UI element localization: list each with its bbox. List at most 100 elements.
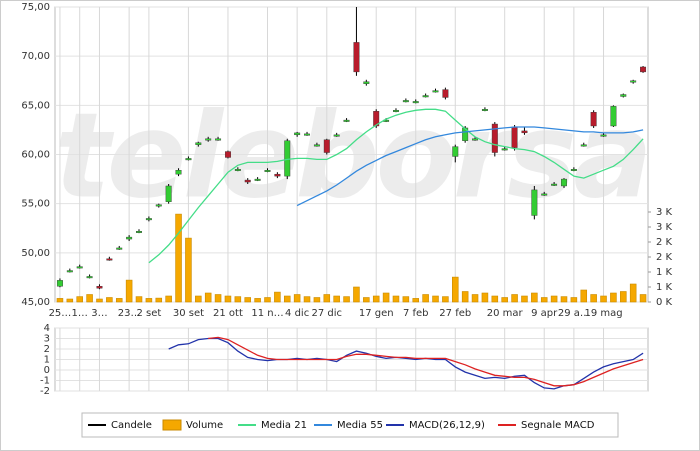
x-tick-label: 21 ott	[213, 308, 243, 319]
volume-bar	[185, 237, 192, 303]
x-tick-label: 19 mag	[584, 308, 622, 319]
volume-bar	[491, 295, 499, 303]
volume-bar	[145, 298, 153, 303]
watermark: teleborsa	[54, 87, 649, 225]
candle-body	[323, 139, 330, 153]
x-tick-label: 9 apr	[531, 308, 558, 319]
volume-bar	[214, 294, 222, 303]
candle-body	[630, 80, 637, 83]
candle-body	[570, 169, 577, 171]
volume-bar	[76, 296, 83, 303]
candle-body	[244, 179, 251, 183]
volume-bar	[570, 297, 578, 303]
volume-bar	[629, 283, 637, 303]
volume-bar	[590, 294, 597, 303]
candle-body	[580, 144, 587, 147]
volume-bar	[195, 295, 202, 303]
volume-bar	[244, 297, 251, 303]
candle-body	[531, 189, 538, 216]
volume-bar	[372, 295, 380, 303]
x-tick-label: 27 dic	[312, 308, 343, 319]
volume-bar	[86, 294, 93, 303]
x-tick-label: 27 feb	[439, 308, 471, 319]
candle-body	[343, 119, 350, 122]
candle-body	[205, 138, 212, 141]
candle-body	[106, 258, 113, 261]
candle-body	[481, 109, 488, 111]
volume-bar	[115, 298, 123, 303]
candle-body	[541, 193, 548, 196]
y2-tick-label: 3 K	[656, 207, 673, 218]
volume-bar	[639, 294, 647, 303]
volume-bar	[452, 276, 459, 303]
volume-bar	[125, 279, 133, 303]
volume-bar	[471, 294, 479, 303]
y-tick-label: -1	[40, 376, 50, 387]
y-tick-label: 65,00	[21, 100, 50, 111]
candle-body	[126, 236, 133, 240]
candle-body	[76, 266, 83, 269]
legend-label: Candele	[111, 420, 152, 431]
x-tick-label: 7 feb	[403, 308, 429, 319]
x-tick-label: 25…	[49, 308, 72, 319]
candle-body	[472, 138, 479, 141]
x-tick-label: 3…	[91, 308, 107, 319]
volume-bar	[96, 298, 103, 303]
y-tick-label: -2	[40, 386, 50, 397]
volume-bar	[432, 295, 439, 303]
volume-bar	[333, 295, 340, 303]
x-tick-label: 2 set	[136, 308, 161, 319]
volume-bar	[293, 294, 301, 303]
volume-bar	[283, 295, 291, 303]
candle-body	[136, 230, 142, 233]
y-tick-label: 2	[44, 344, 50, 355]
y-tick-label: 60,00	[21, 150, 50, 161]
candle-body	[175, 170, 182, 175]
volume-bar	[165, 295, 172, 303]
volume-bar	[234, 296, 242, 303]
legend-label: MACD(26,12,9)	[409, 420, 485, 431]
y2-tick-label: 2 K	[656, 252, 673, 263]
volume-bar	[600, 295, 607, 303]
volume-bar	[422, 294, 429, 303]
x-tick-label: 29 a…	[558, 308, 590, 319]
volume-bar	[501, 297, 508, 303]
volume-bar	[155, 297, 163, 303]
volume-bar	[580, 289, 588, 303]
volume-bar	[382, 292, 390, 303]
candle-body	[294, 132, 301, 136]
candle-body	[363, 81, 370, 84]
line-series	[148, 108, 644, 264]
volume-bar	[402, 296, 410, 303]
volume-bar	[620, 291, 627, 303]
volume-bar	[274, 291, 281, 303]
y2-tick-label: 2 K	[656, 237, 673, 248]
x-tick-label: 23…	[118, 308, 141, 319]
candle-body	[165, 185, 172, 202]
candle-body	[86, 276, 93, 279]
y2-tick-label: 1 K	[656, 267, 673, 278]
candle-body	[393, 110, 399, 112]
volume-bar	[303, 296, 311, 303]
candle-body	[521, 130, 528, 134]
y2-tick-label: 3 K	[656, 222, 673, 233]
candle-body	[234, 169, 241, 171]
legend-swatch	[162, 419, 182, 431]
y2-tick-label: 0 K	[656, 297, 673, 308]
volume-bar	[392, 295, 400, 303]
volume-bar	[106, 297, 113, 303]
y-tick-label: 50,00	[21, 248, 50, 259]
y-tick-label: 55,00	[21, 199, 50, 210]
candle-body	[195, 142, 202, 145]
candle-body	[561, 178, 567, 187]
candle-body	[432, 90, 439, 93]
candle-body	[284, 140, 291, 177]
volume-bar	[550, 295, 558, 303]
candle-body	[313, 144, 320, 147]
volume-bar	[442, 296, 449, 303]
volume-bar	[461, 291, 469, 303]
volume-bar	[481, 292, 489, 303]
candle-body	[56, 280, 63, 287]
volume-bar	[540, 297, 548, 303]
